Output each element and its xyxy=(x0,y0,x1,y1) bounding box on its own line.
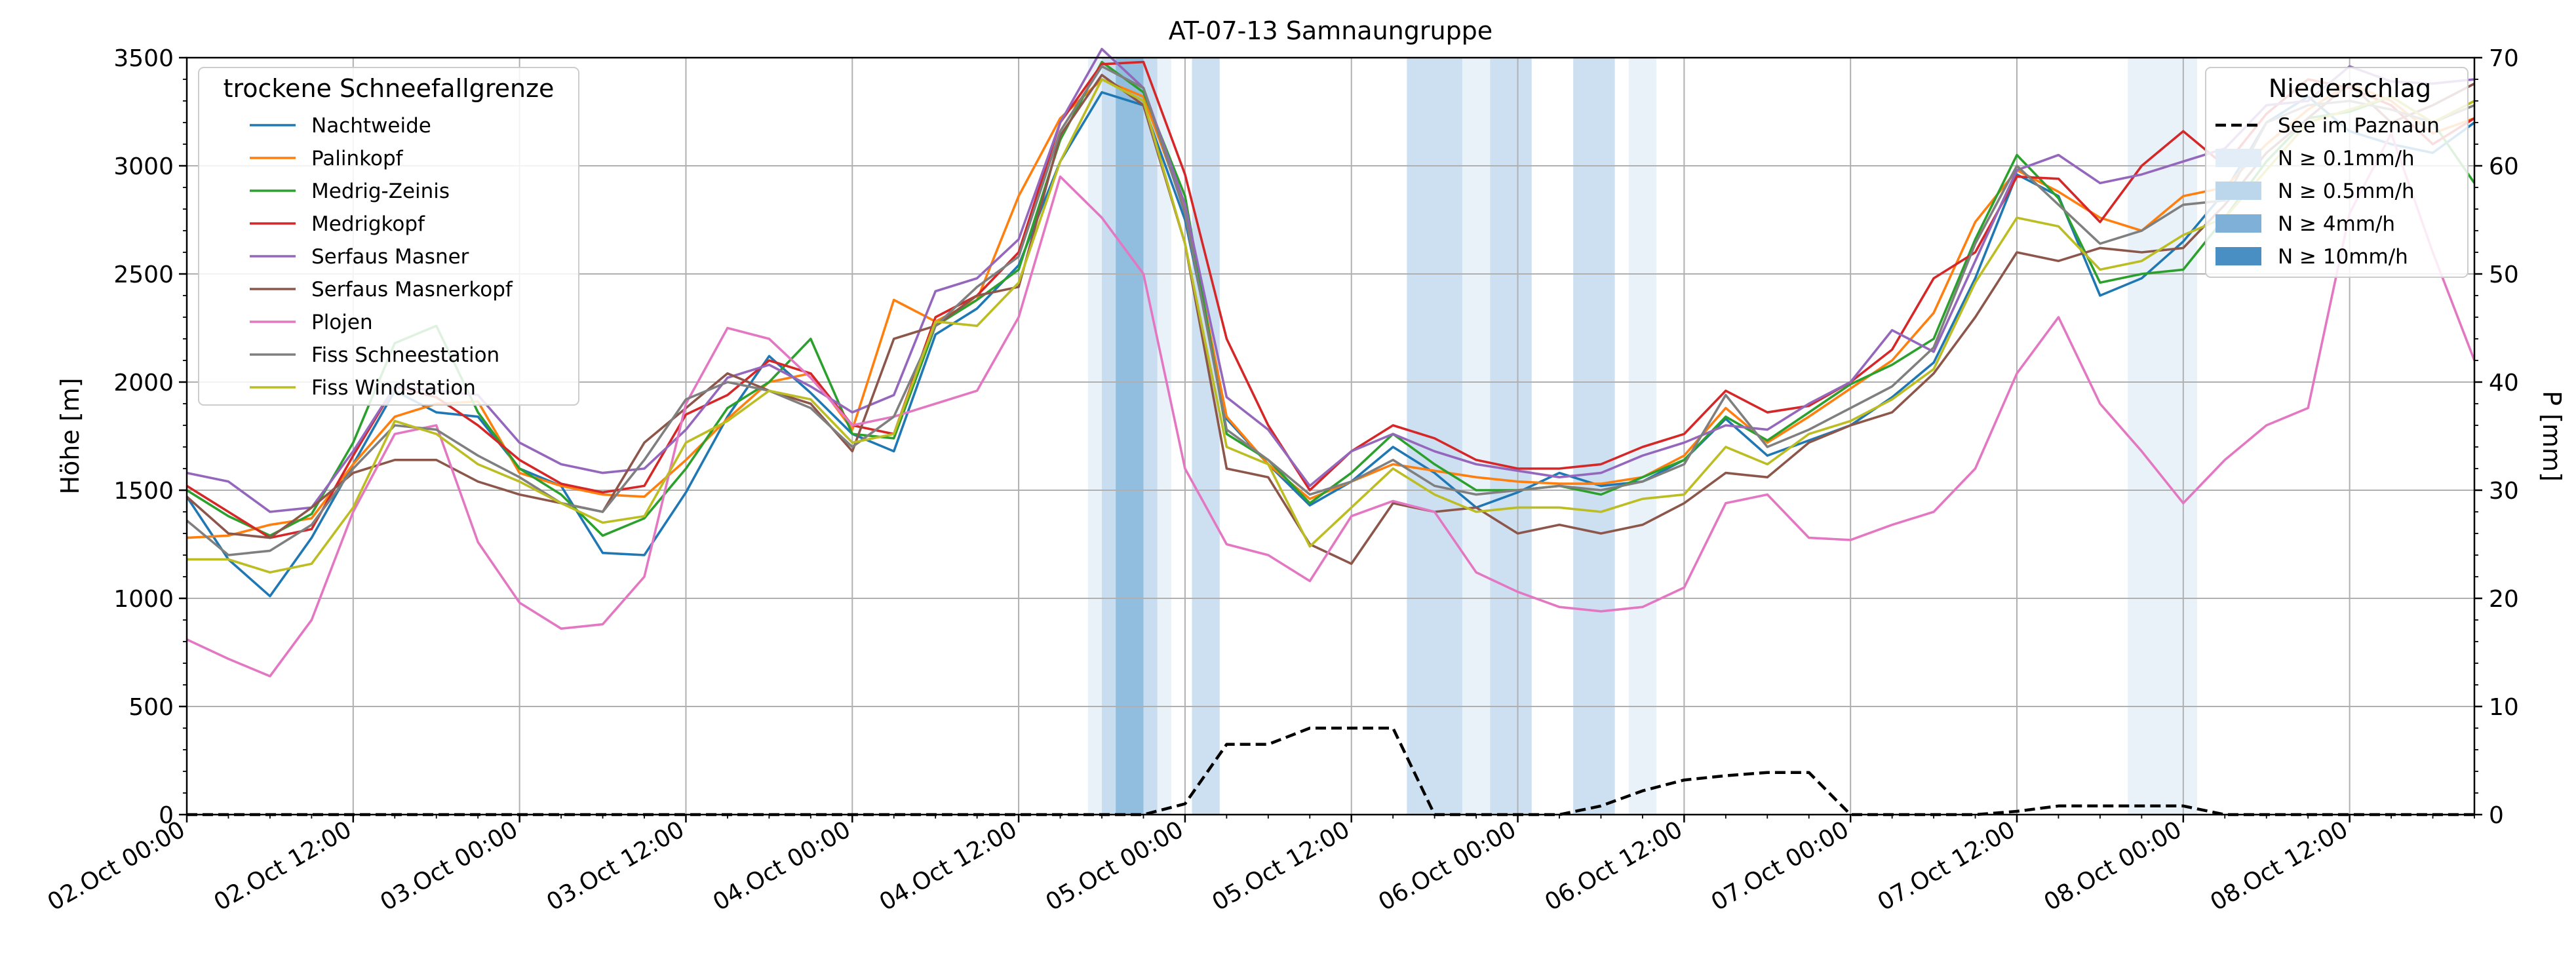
legend-right-title: Niederschlag xyxy=(2269,74,2431,103)
legend-swatch xyxy=(2215,247,2261,265)
legend-swatch xyxy=(2215,214,2261,233)
y-tick-label: 1000 xyxy=(113,586,174,613)
legend-item-label: Medrigkopf xyxy=(311,212,425,236)
y-right-tick-label: 60 xyxy=(2489,153,2519,180)
legend-right: Niederschlag See im Paznaun N ≥ 0.1mm/h N ≥… xyxy=(2205,67,2469,278)
y-right-tick-label: 70 xyxy=(2489,45,2519,72)
y-tick-label: 3000 xyxy=(113,153,174,180)
legend-item-label: Nachtweide xyxy=(311,114,431,138)
precip-band xyxy=(1628,58,1657,815)
legend-item-label: Plojen xyxy=(311,311,373,334)
y-right-tick-label: 30 xyxy=(2489,478,2519,505)
y-axis-label-right: P [mm] xyxy=(2537,391,2566,482)
series-line-serfaus-masner xyxy=(186,48,2475,513)
y-tick-label: 2000 xyxy=(113,370,174,396)
y-right-tick-label: 20 xyxy=(2489,586,2519,613)
y-axis-label-left: Höhe [m] xyxy=(56,377,85,494)
precip-band xyxy=(1192,58,1220,815)
y-right-tick-label: 10 xyxy=(2489,694,2519,721)
precip-band xyxy=(1462,58,1491,815)
legend-item-label: See im Paznaun xyxy=(2278,114,2440,138)
legend-swatch xyxy=(2215,149,2261,167)
legend-right-box xyxy=(2205,67,2469,278)
series-line-nachtweide xyxy=(185,91,2476,598)
y-tick-label: 2500 xyxy=(113,261,174,288)
legend-item-label: N ≥ 0.1mm/h xyxy=(2278,147,2415,170)
legend-item-label: N ≥ 10mm/h xyxy=(2278,245,2408,269)
plot-frame xyxy=(185,56,2476,816)
y-right-tick-label: 40 xyxy=(2489,370,2519,396)
legend-item-label: Palinkopf xyxy=(311,147,404,170)
y-right-tick-label: 0 xyxy=(2489,802,2504,829)
legend-item-label: Medrig-Zeinis xyxy=(311,180,450,203)
y-tick-label: 1500 xyxy=(113,478,174,505)
precip-band xyxy=(2128,58,2197,815)
precip-band xyxy=(1490,58,1532,815)
chart-title: AT-07-13 Samnaungruppe xyxy=(1169,16,1493,45)
legend-item-label: N ≥ 4mm/h xyxy=(2278,212,2395,236)
series-line-medrigkopf xyxy=(186,60,2475,539)
precip-band xyxy=(1116,58,1144,815)
legend-item-label: Fiss Windstation xyxy=(311,376,476,400)
precip-band xyxy=(1407,58,1462,815)
legend-swatch xyxy=(2215,182,2261,200)
legend-item-label: Serfaus Masnerkopf xyxy=(311,278,513,301)
y-tick-label: 3500 xyxy=(113,45,174,72)
legend-item-label: Fiss Schneestation xyxy=(311,343,499,367)
series-line-fiss-windstation xyxy=(187,78,2475,574)
series-line-fiss-schneestation xyxy=(185,65,2475,556)
legend-item-label: Serfaus Masner xyxy=(311,245,469,269)
y-tick-label: 500 xyxy=(128,694,174,721)
legend-left: trockene Schneefallgrenze Nachtweide Palin… xyxy=(198,67,579,406)
legend-item-label: N ≥ 0.5mm/h xyxy=(2278,180,2415,203)
legend-left-title: trockene Schneefallgrenze xyxy=(224,74,555,103)
y-tick-label: 0 xyxy=(159,802,174,829)
precip-band xyxy=(1573,58,1615,815)
y-right-tick-label: 50 xyxy=(2489,261,2519,288)
series-line-plojen xyxy=(186,132,2476,678)
precip-bands xyxy=(1087,58,2197,815)
